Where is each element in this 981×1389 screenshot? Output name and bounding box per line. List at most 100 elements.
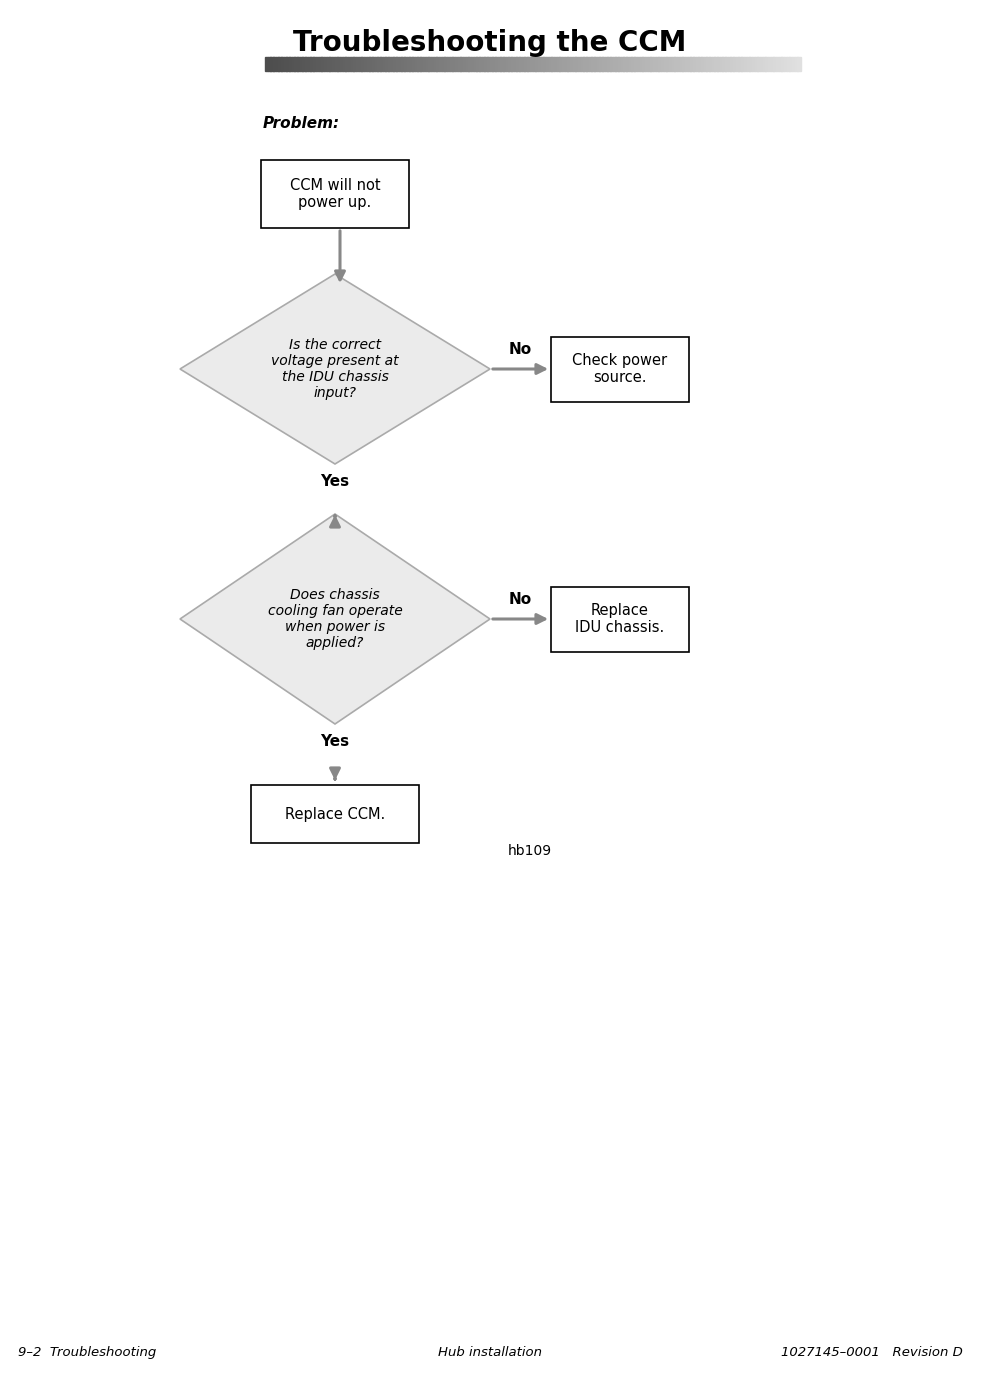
Bar: [452, 57, 455, 71]
Bar: [350, 57, 354, 71]
Bar: [637, 57, 640, 71]
Bar: [760, 57, 763, 71]
Bar: [655, 57, 658, 71]
Bar: [463, 57, 466, 71]
Bar: [567, 57, 570, 71]
Bar: [751, 57, 755, 71]
Bar: [693, 57, 697, 71]
Bar: [739, 57, 742, 71]
Bar: [565, 57, 568, 71]
Bar: [562, 57, 565, 71]
Bar: [674, 57, 678, 71]
Bar: [516, 57, 520, 71]
Bar: [479, 57, 483, 71]
Bar: [720, 57, 723, 71]
Bar: [688, 57, 691, 71]
Bar: [492, 57, 495, 71]
Bar: [482, 57, 485, 71]
Bar: [444, 57, 447, 71]
Bar: [589, 57, 592, 71]
Bar: [471, 57, 474, 71]
Bar: [725, 57, 728, 71]
Bar: [784, 57, 787, 71]
Bar: [503, 57, 506, 71]
Bar: [596, 57, 599, 71]
Bar: [744, 57, 747, 71]
Bar: [468, 57, 472, 71]
Bar: [310, 57, 314, 71]
Bar: [672, 57, 675, 71]
Bar: [527, 57, 531, 71]
Bar: [618, 57, 621, 71]
Polygon shape: [180, 514, 490, 724]
Bar: [629, 57, 632, 71]
Text: hb109: hb109: [508, 845, 552, 858]
Bar: [599, 57, 602, 71]
Bar: [251, 785, 419, 843]
Bar: [747, 57, 749, 71]
Bar: [506, 57, 509, 71]
Text: 1027145–0001   Revision D: 1027145–0001 Revision D: [781, 1346, 963, 1358]
Bar: [781, 57, 785, 71]
Bar: [511, 57, 514, 71]
Bar: [428, 57, 432, 71]
Bar: [273, 57, 277, 71]
Bar: [305, 57, 308, 71]
Bar: [514, 57, 517, 71]
Bar: [284, 57, 286, 71]
Bar: [554, 57, 557, 71]
Bar: [404, 57, 407, 71]
Bar: [497, 57, 501, 71]
Bar: [356, 57, 359, 71]
Bar: [653, 57, 656, 71]
Bar: [348, 57, 351, 71]
Bar: [319, 57, 322, 71]
Bar: [691, 57, 694, 71]
Bar: [712, 57, 715, 71]
Text: Does chassis
cooling fan operate
when power is
applied?: Does chassis cooling fan operate when po…: [268, 588, 402, 650]
Bar: [281, 57, 284, 71]
Bar: [302, 57, 306, 71]
Bar: [324, 57, 327, 71]
Bar: [749, 57, 752, 71]
Bar: [762, 57, 766, 71]
Bar: [640, 57, 643, 71]
Bar: [300, 57, 303, 71]
Bar: [703, 57, 707, 71]
Text: Yes: Yes: [321, 474, 349, 489]
Bar: [423, 57, 426, 71]
Bar: [383, 57, 386, 71]
Bar: [321, 57, 325, 71]
Bar: [551, 57, 554, 71]
Bar: [447, 57, 450, 71]
Bar: [439, 57, 442, 71]
Text: Check power
source.: Check power source.: [573, 353, 667, 385]
Bar: [335, 57, 337, 71]
Bar: [398, 57, 402, 71]
Bar: [556, 57, 560, 71]
Bar: [613, 57, 616, 71]
Bar: [779, 57, 782, 71]
Bar: [717, 57, 720, 71]
Bar: [495, 57, 498, 71]
Text: No: No: [509, 592, 532, 607]
Bar: [279, 57, 282, 71]
Bar: [722, 57, 726, 71]
Bar: [530, 57, 533, 71]
Bar: [485, 57, 488, 71]
Bar: [508, 57, 512, 71]
Bar: [795, 57, 798, 71]
Bar: [602, 57, 605, 71]
Bar: [522, 57, 525, 71]
Bar: [361, 57, 365, 71]
Bar: [437, 57, 439, 71]
Bar: [533, 57, 536, 71]
Bar: [559, 57, 562, 71]
Bar: [586, 57, 590, 71]
Bar: [570, 57, 573, 71]
Text: CCM will not
power up.: CCM will not power up.: [289, 178, 381, 210]
Bar: [677, 57, 680, 71]
Bar: [396, 57, 399, 71]
Bar: [474, 57, 477, 71]
Bar: [624, 57, 627, 71]
